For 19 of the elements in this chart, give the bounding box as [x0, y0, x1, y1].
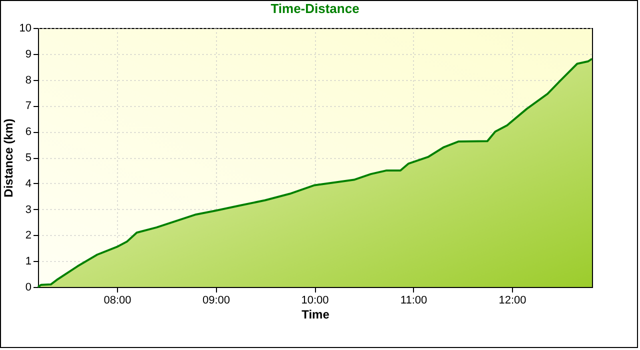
- y-tick-label: 7: [25, 100, 32, 112]
- y-tick-label: 10: [19, 22, 32, 34]
- x-tick-label: 08:00: [104, 294, 132, 306]
- y-tick-label: 5: [25, 152, 32, 164]
- y-tick-label: 9: [25, 48, 32, 60]
- x-tick-label: 10:00: [301, 294, 329, 306]
- x-tick-label: 09:00: [202, 294, 230, 306]
- y-tick-label: 0: [25, 282, 32, 294]
- y-tick-label: 4: [25, 178, 32, 190]
- y-tick-label: 8: [25, 74, 32, 86]
- x-axis-title: Time: [302, 308, 330, 322]
- x-tick-label: 12:00: [498, 294, 526, 306]
- chart-title: Time-Distance: [270, 1, 360, 16]
- y-tick-label: 3: [25, 204, 32, 216]
- y-tick-label: 6: [25, 126, 32, 138]
- x-tick-label: 11:00: [400, 294, 428, 306]
- y-axis-title: Distance (km): [1, 118, 16, 198]
- y-tick-label: 2: [25, 230, 32, 242]
- y-tick-label: 1: [25, 256, 32, 268]
